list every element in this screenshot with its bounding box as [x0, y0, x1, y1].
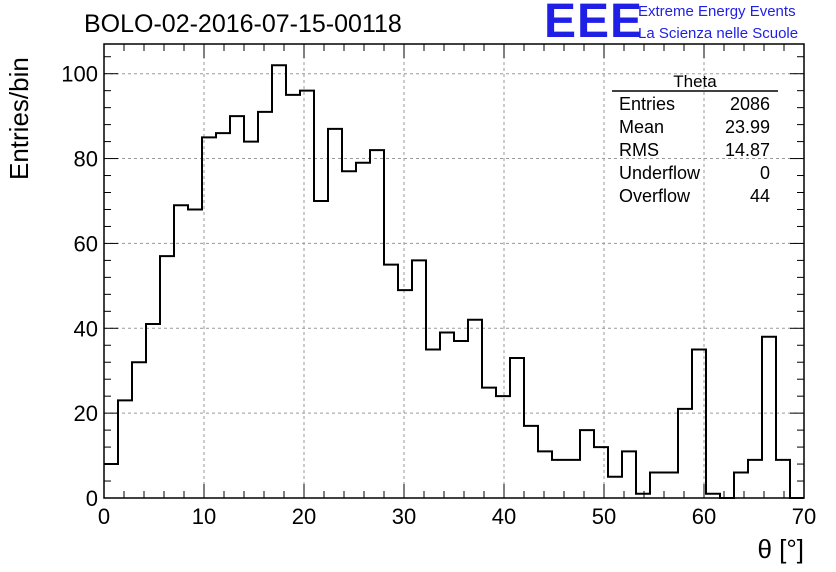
tick-labels: 0 10 20 30 40 50 60 70 0 20 40 60 80 100: [61, 62, 816, 529]
logo-line-1: Extreme Energy Events: [638, 3, 796, 20]
logo-mark: EEE: [544, 0, 644, 48]
y-tick-label: 100: [61, 62, 98, 87]
stats-box: Theta Entries 2086 Mean 23.99 RMS 14.87 Underf…: [612, 72, 778, 206]
logo-line-2: La Scienza nelle Scuole: [638, 25, 799, 42]
histogram-bin: [412, 260, 426, 498]
histogram-bin: [160, 256, 174, 498]
histogram-bin: [118, 400, 132, 498]
histogram-bin: [328, 129, 342, 498]
histogram-bin: [300, 91, 314, 498]
histogram-bin: [524, 426, 538, 498]
chart-title: BOLO-02-2016-07-15-00118: [84, 10, 402, 38]
x-tick-label: 70: [792, 504, 816, 529]
y-tick-label: 60: [74, 231, 98, 256]
histogram-bins: [104, 65, 790, 498]
axis-ticks: [103, 44, 805, 499]
histogram-bin: [510, 358, 524, 498]
stats-value-rms: 14.87: [725, 140, 770, 160]
histogram-bin: [384, 265, 398, 498]
stats-title: Theta: [673, 72, 717, 91]
histogram-bin: [188, 209, 202, 498]
histogram-bin: [356, 163, 370, 498]
histogram-bin: [468, 320, 482, 498]
x-tick-label: 50: [592, 504, 616, 529]
y-tick-label: 20: [74, 401, 98, 426]
histogram-bin: [230, 116, 244, 498]
histogram-bin: [132, 362, 146, 498]
x-tick-label: 10: [192, 504, 216, 529]
histogram-bin: [608, 477, 622, 498]
histogram-bin: [398, 290, 412, 498]
histogram-bin: [664, 473, 678, 498]
stats-value-mean: 23.99: [725, 117, 770, 137]
histogram-bin: [678, 409, 692, 498]
x-tick-label: 30: [392, 504, 416, 529]
y-tick-label: 40: [74, 316, 98, 341]
histogram-bin: [776, 460, 790, 498]
histogram-bin: [174, 205, 188, 498]
histogram-bin: [146, 324, 160, 498]
stats-value-entries: 2086: [730, 94, 770, 114]
stats-label-underflow: Underflow: [619, 163, 701, 183]
stats-label-overflow: Overflow: [619, 186, 691, 206]
histogram-outline: [104, 64, 804, 499]
y-tick-label: 0: [86, 486, 98, 511]
histogram-bin: [370, 150, 384, 498]
x-tick-label: 60: [692, 504, 716, 529]
stats-value-overflow: 44: [750, 186, 770, 206]
histogram-bin: [622, 451, 636, 498]
histogram-bin: [762, 337, 776, 498]
histogram-bin: [734, 473, 748, 498]
stats-label-mean: Mean: [619, 117, 664, 137]
grid-lines: [104, 44, 804, 498]
stats-label-entries: Entries: [619, 94, 675, 114]
stats-label-rms: RMS: [619, 140, 659, 160]
histogram-bin: [566, 460, 580, 498]
histogram-bin: [496, 396, 510, 498]
histogram-bin: [314, 201, 328, 498]
histogram-bin: [342, 171, 356, 498]
histogram-bin: [426, 349, 440, 498]
histogram-bin: [594, 447, 608, 498]
histogram-bin: [748, 460, 762, 498]
histogram-bin: [258, 112, 272, 498]
x-tick-label: 20: [292, 504, 316, 529]
x-tick-label: 0: [98, 504, 110, 529]
histogram-bin: [580, 430, 594, 498]
x-axis-label: θ [°]: [757, 534, 804, 564]
histogram-bin: [244, 142, 258, 498]
plot-frame: [103, 43, 805, 499]
histogram-bin: [454, 341, 468, 498]
histogram-bin: [538, 451, 552, 498]
histogram-bin: [440, 333, 454, 498]
x-tick-label: 40: [492, 504, 516, 529]
y-tick-label: 80: [74, 147, 98, 172]
histogram-bin: [202, 137, 216, 498]
histogram-bin: [482, 388, 496, 498]
histogram-bin: [650, 473, 664, 498]
histogram-bin: [272, 65, 286, 498]
histogram-bin: [286, 95, 300, 498]
stats-value-underflow: 0: [760, 163, 770, 183]
histogram-bin: [216, 133, 230, 498]
